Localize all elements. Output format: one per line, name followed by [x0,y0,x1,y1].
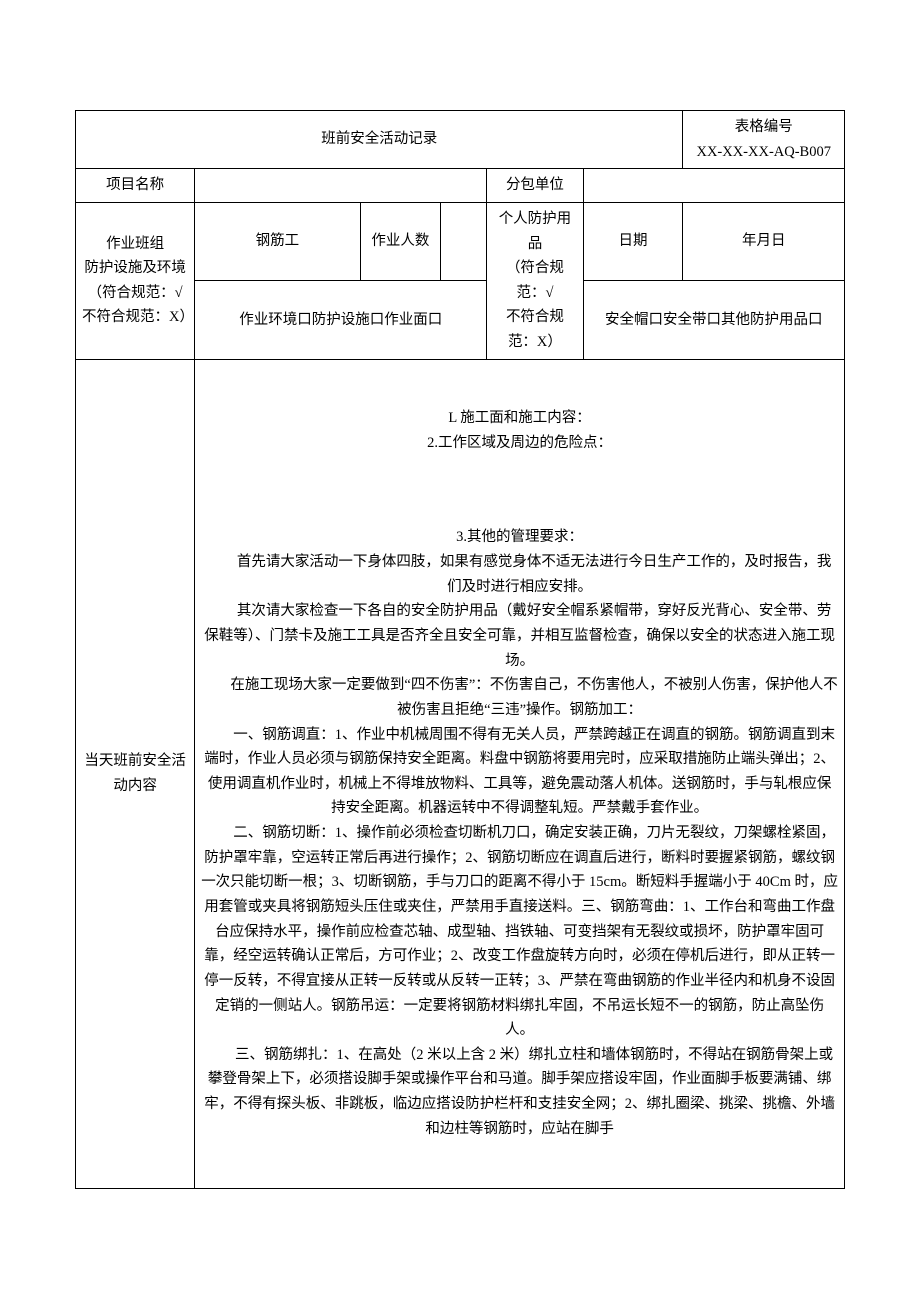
ppe-label-l2: （符合规范：√ [493,256,576,305]
content-p4: 一、钢筋调直：1、作业中机械周围不得有无关人员，严禁跨越正在调直的钢筋。钢筋调直… [201,723,838,822]
ppe-label-l3: 不符合规范：X） [493,305,576,354]
section-1-head: L 施工面和施工内容： [201,406,838,431]
date-label: 日期 [583,202,683,280]
env-label-l2: （符合规范：√ [82,281,188,306]
subcontractor-label: 分包单位 [487,169,583,203]
project-name-value [195,169,487,203]
form-number-cell: 表格编号 XX-XX-XX-AQ-B007 [683,111,845,169]
content-p1: 首先请大家活动一下身体四肢，如果有感觉身体不适无法进行今日生产工作的，及时报告，… [201,550,838,599]
ppe-checklist: 安全帽口安全带口其他防护用品口 [583,281,845,359]
section-3-head: 3.其他的管理要求： [201,525,838,550]
date-value: 年月日 [683,202,845,280]
safety-record-form: 班前安全活动记录 表格编号 XX-XX-XX-AQ-B007 项目名称 分包单位… [75,110,845,1189]
activity-content-label: 当天班前安全活动内容 [76,359,195,1188]
section-2-head: 2.工作区域及周边的危险点： [201,431,838,456]
team-label: 作业班组 [82,232,188,257]
content-p6: 三、钢筋绑扎：1、在高处（2 米以上含 2 米）绑扎立柱和墙体钢筋时，不得站在钢… [201,1043,838,1142]
form-number-value: XX-XX-XX-AQ-B007 [696,144,831,160]
activity-content: L 施工面和施工内容： 2.工作区域及周边的危险点： 3.其他的管理要求： 首先… [195,359,845,1188]
env-label-l3: 不符合规范：X） [82,305,188,330]
project-name-label: 项目名称 [76,169,195,203]
worker-count-value [441,202,487,280]
form-number-label: 表格编号 [735,119,793,135]
content-p3: 在施工现场大家一定要做到“四不伤害”：不伤害自己，不伤害他人，不被别人伤害，保护… [201,673,838,722]
subcontractor-value [583,169,845,203]
team-env-label-cell: 作业班组 防护设施及环境 （符合规范：√ 不符合规范：X） [76,202,195,359]
content-p5: 二、钢筋切断：1、操作前必须检查切断机刀口，确定安装正确，刀片无裂纹，刀架螺栓紧… [201,821,838,1043]
env-label-l1: 防护设施及环境 [82,256,188,281]
ppe-label-cell: 个人防护用品 （符合规范：√ 不符合规范：X） [487,202,583,359]
env-checklist: 作业环境口防护设施口作业面口 [195,281,487,359]
ppe-label-l1: 个人防护用品 [493,207,576,256]
worker-count-label: 作业人数 [360,202,441,280]
content-p2: 其次请大家检查一下各自的安全防护用品（戴好安全帽系紧帽带，穿好反光背心、安全带、… [201,599,838,673]
team-value: 钢筋工 [195,202,360,280]
form-title: 班前安全活动记录 [76,111,683,169]
